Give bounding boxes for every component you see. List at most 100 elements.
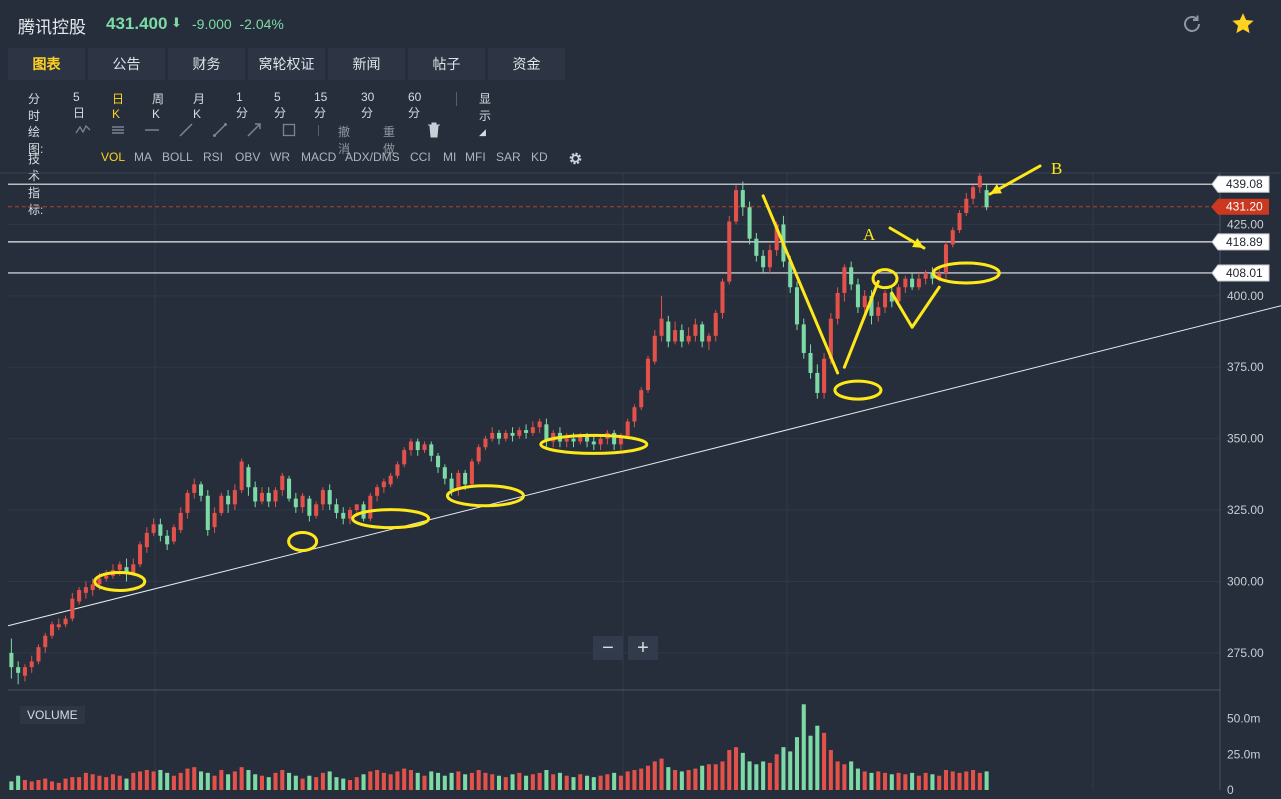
favorite-star-icon[interactable] (1230, 11, 1256, 37)
indicator-cci[interactable]: CCI (410, 150, 431, 164)
y-tick-label: 350.00 (1227, 432, 1264, 446)
parallel-lines-tool-icon[interactable] (110, 123, 126, 137)
period-5day[interactable]: 5日 (73, 90, 86, 120)
candle-body (436, 455, 441, 468)
redo-button[interactable]: 重做 (383, 125, 396, 156)
volume-bar (198, 771, 204, 790)
period-timeshare[interactable]: 分时 (28, 92, 41, 123)
volume-bar (307, 775, 312, 790)
volume-bar (591, 777, 596, 790)
indicator-mi[interactable]: MI (443, 150, 457, 164)
polyline-tool-icon[interactable] (74, 123, 92, 137)
tab-news[interactable]: 新闻 (328, 48, 405, 80)
volume-bar (165, 772, 170, 790)
indicator-mfi[interactable]: MFI (465, 150, 486, 164)
candle-body (36, 647, 41, 662)
candle-body (449, 478, 454, 491)
candle-body (395, 464, 400, 476)
volume-bar (551, 774, 556, 790)
volume-tick-label: 0 (1227, 783, 1234, 797)
tab-chart[interactable]: 图表 (8, 48, 85, 80)
tab-financials[interactable]: 财务 (168, 48, 245, 80)
candle-body (889, 292, 894, 302)
candle-body (788, 261, 793, 288)
period-1min[interactable]: 1分 (236, 90, 249, 120)
volume-bar (83, 772, 88, 790)
period-daily[interactable]: 日K (112, 92, 125, 121)
candle-body (666, 321, 671, 342)
zoom-out-button[interactable]: − (593, 636, 623, 660)
indicator-sar[interactable]: SAR (496, 150, 521, 164)
volume-bar (104, 777, 109, 790)
rectangle-tool-icon[interactable] (282, 123, 296, 137)
horizontal-line-tool-icon[interactable] (144, 123, 160, 137)
trash-icon[interactable] (427, 122, 441, 138)
period-60min[interactable]: 60分 (408, 90, 422, 120)
annotation-label-a: A (863, 225, 876, 244)
candle-body (700, 324, 705, 342)
candle-body (307, 498, 312, 516)
tab-posts[interactable]: 帖子 (408, 48, 485, 80)
segment-tool-icon[interactable] (212, 122, 228, 138)
zoom-in-button[interactable]: + (628, 636, 658, 660)
undo-button[interactable]: 撤消 (338, 125, 351, 156)
refresh-icon[interactable] (1180, 12, 1204, 36)
settings-gear-icon[interactable] (568, 151, 583, 166)
volume-bar (388, 774, 393, 790)
ray-tool-icon[interactable] (246, 122, 262, 138)
candle-body (585, 435, 590, 442)
price-level-label: 418.89 (1226, 235, 1263, 249)
volume-bar (618, 775, 623, 790)
tab-capital-flow[interactable]: 资金 (488, 48, 565, 80)
candle-body (463, 472, 468, 485)
volume-bar (767, 762, 772, 790)
indicator-macd[interactable]: MACD (301, 150, 337, 164)
indicator-kd[interactable]: KD (531, 150, 548, 164)
volume-bar (666, 767, 671, 790)
indicator-boll[interactable]: BOLL (162, 150, 193, 164)
display-menu[interactable]: 显示 ◢ (479, 92, 492, 137)
volume-panel-label: VOLUME (20, 706, 85, 724)
volume-bar (239, 767, 244, 790)
candle-body (151, 524, 156, 533)
candle-body (483, 438, 488, 448)
volume-bar (375, 770, 380, 790)
y-tick-label: 425.00 (1227, 217, 1264, 231)
volume-bar (659, 758, 664, 790)
line-tool-icon[interactable] (178, 122, 194, 138)
tab-warrants[interactable]: 窝轮权证 (248, 48, 325, 80)
indicator-vol[interactable]: VOL (101, 150, 126, 164)
candle-body (490, 432, 495, 439)
period-30min[interactable]: 30分 (361, 90, 375, 120)
candle-body (415, 441, 420, 451)
indicator-rsi[interactable]: RSI (203, 150, 224, 164)
period-monthly[interactable]: 月K (193, 92, 206, 121)
candle-body (368, 495, 373, 519)
indicator-wr[interactable]: WR (270, 150, 290, 164)
candle-body (930, 272, 935, 279)
volume-bar (436, 772, 441, 790)
candle-body (334, 504, 339, 513)
volume-bar (964, 771, 969, 790)
volume-bar (761, 761, 766, 790)
period-15min[interactable]: 15分 (314, 90, 328, 120)
period-5min[interactable]: 5分 (274, 90, 287, 120)
volume-bar (117, 775, 122, 790)
tab-announcements[interactable]: 公告 (88, 48, 165, 80)
indicator-adx-dms[interactable]: ADX/DMS (345, 150, 400, 164)
candle-body (354, 504, 359, 511)
price-change: -9.000 -2.04% (192, 16, 284, 32)
candle-body (429, 444, 434, 456)
volume-bar (49, 781, 55, 790)
candle-body (618, 435, 623, 445)
volume-bar (557, 772, 562, 790)
candle-body (774, 224, 779, 251)
volume-bar (923, 772, 928, 790)
candle-body (855, 284, 860, 308)
indicator-obv[interactable]: OBV (235, 150, 261, 164)
period-weekly[interactable]: 周K (152, 92, 165, 121)
volume-bar (801, 704, 806, 790)
indicator-ma[interactable]: MA (134, 150, 152, 164)
candle-body (835, 292, 840, 319)
